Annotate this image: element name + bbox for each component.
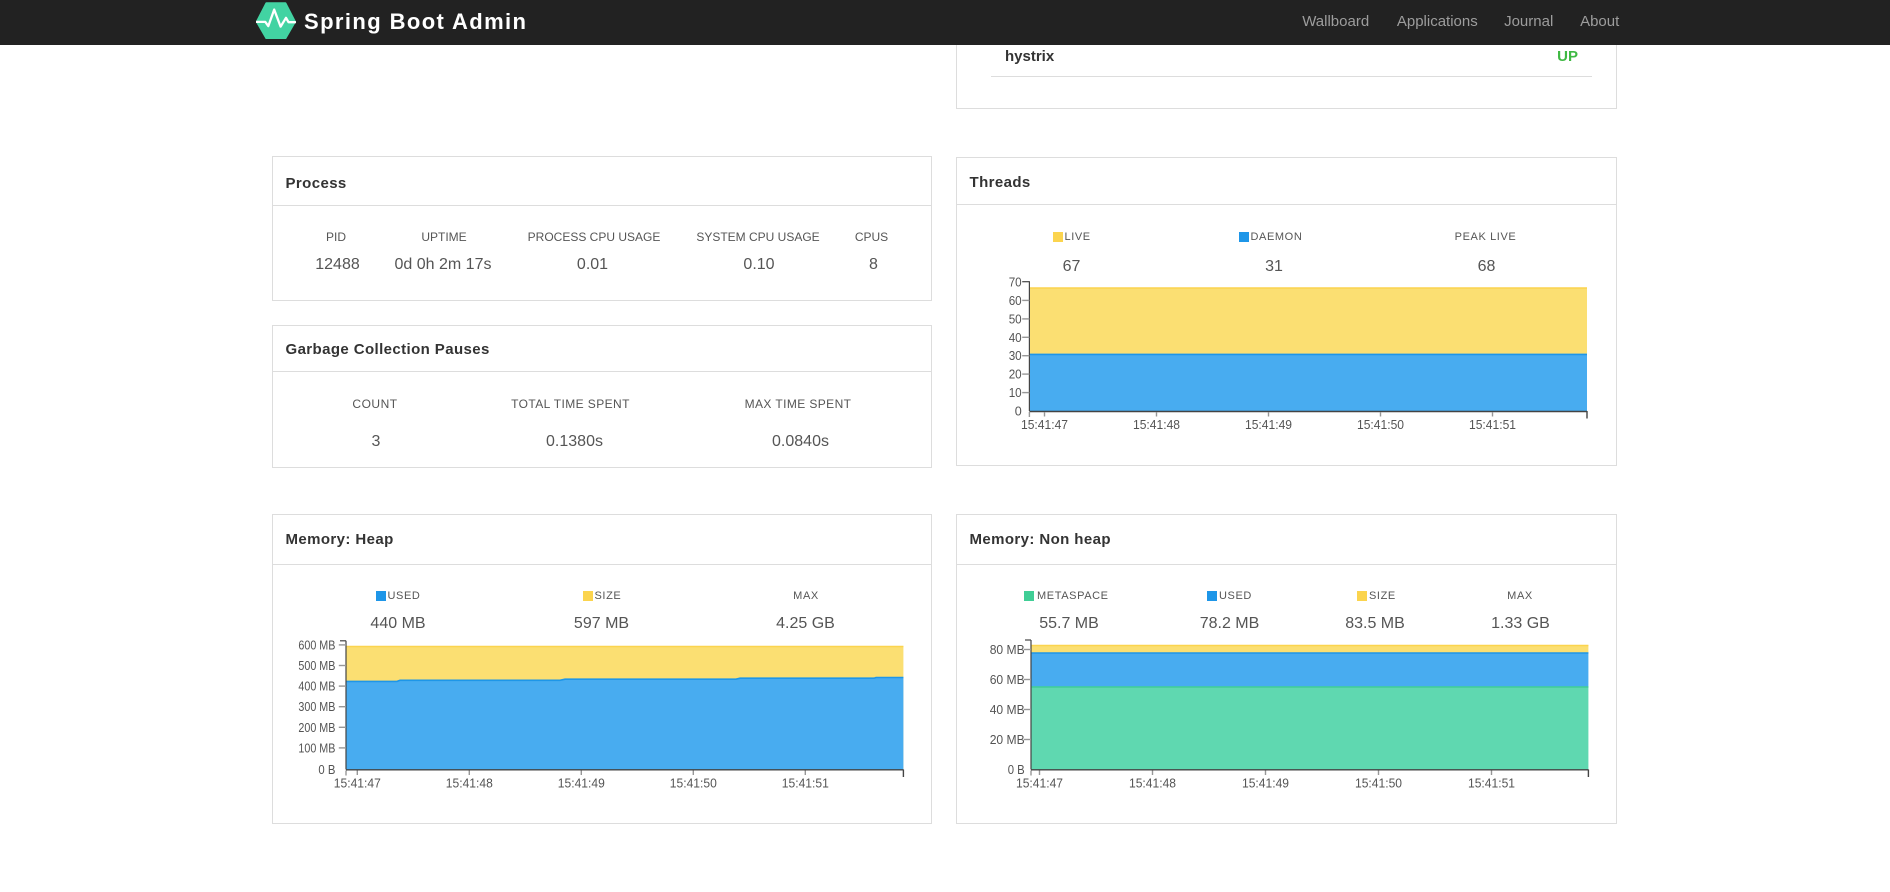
svg-text:15:41:51: 15:41:51	[1468, 776, 1515, 791]
svg-text:40: 40	[1009, 330, 1022, 345]
svg-text:30: 30	[1009, 348, 1022, 363]
svg-text:15:41:48: 15:41:48	[1129, 776, 1176, 791]
svg-text:60: 60	[1009, 293, 1022, 308]
svg-text:70: 70	[1009, 275, 1022, 290]
svg-text:20: 20	[1009, 367, 1022, 382]
svg-text:15:41:49: 15:41:49	[558, 776, 605, 791]
svg-text:400 MB: 400 MB	[298, 679, 335, 694]
svg-text:15:41:47: 15:41:47	[1021, 417, 1068, 432]
svg-text:15:41:48: 15:41:48	[446, 776, 493, 791]
svg-text:0: 0	[1015, 404, 1022, 419]
svg-text:300 MB: 300 MB	[298, 699, 335, 714]
svg-text:15:41:50: 15:41:50	[670, 776, 717, 791]
svg-text:15:41:47: 15:41:47	[1016, 776, 1063, 791]
svg-text:20 MB: 20 MB	[990, 732, 1025, 747]
svg-text:500 MB: 500 MB	[298, 658, 335, 673]
svg-text:15:41:51: 15:41:51	[782, 776, 829, 791]
svg-text:15:41:49: 15:41:49	[1242, 776, 1289, 791]
svg-text:200 MB: 200 MB	[298, 720, 335, 735]
svg-text:15:41:49: 15:41:49	[1245, 417, 1292, 432]
svg-text:600 MB: 600 MB	[298, 637, 335, 652]
svg-text:15:41:47: 15:41:47	[334, 776, 381, 791]
svg-text:15:41:50: 15:41:50	[1357, 417, 1404, 432]
svg-text:50: 50	[1009, 311, 1022, 326]
svg-text:15:41:51: 15:41:51	[1469, 417, 1516, 432]
svg-text:60 MB: 60 MB	[990, 672, 1025, 687]
svg-text:0 B: 0 B	[1008, 762, 1025, 777]
svg-text:100 MB: 100 MB	[298, 740, 335, 755]
svg-text:80 MB: 80 MB	[990, 642, 1025, 657]
svg-text:10: 10	[1009, 385, 1022, 400]
svg-text:40 MB: 40 MB	[990, 702, 1025, 717]
svg-text:15:41:48: 15:41:48	[1133, 417, 1180, 432]
svg-text:0 B: 0 B	[318, 762, 335, 777]
svg-text:15:41:50: 15:41:50	[1355, 776, 1402, 791]
